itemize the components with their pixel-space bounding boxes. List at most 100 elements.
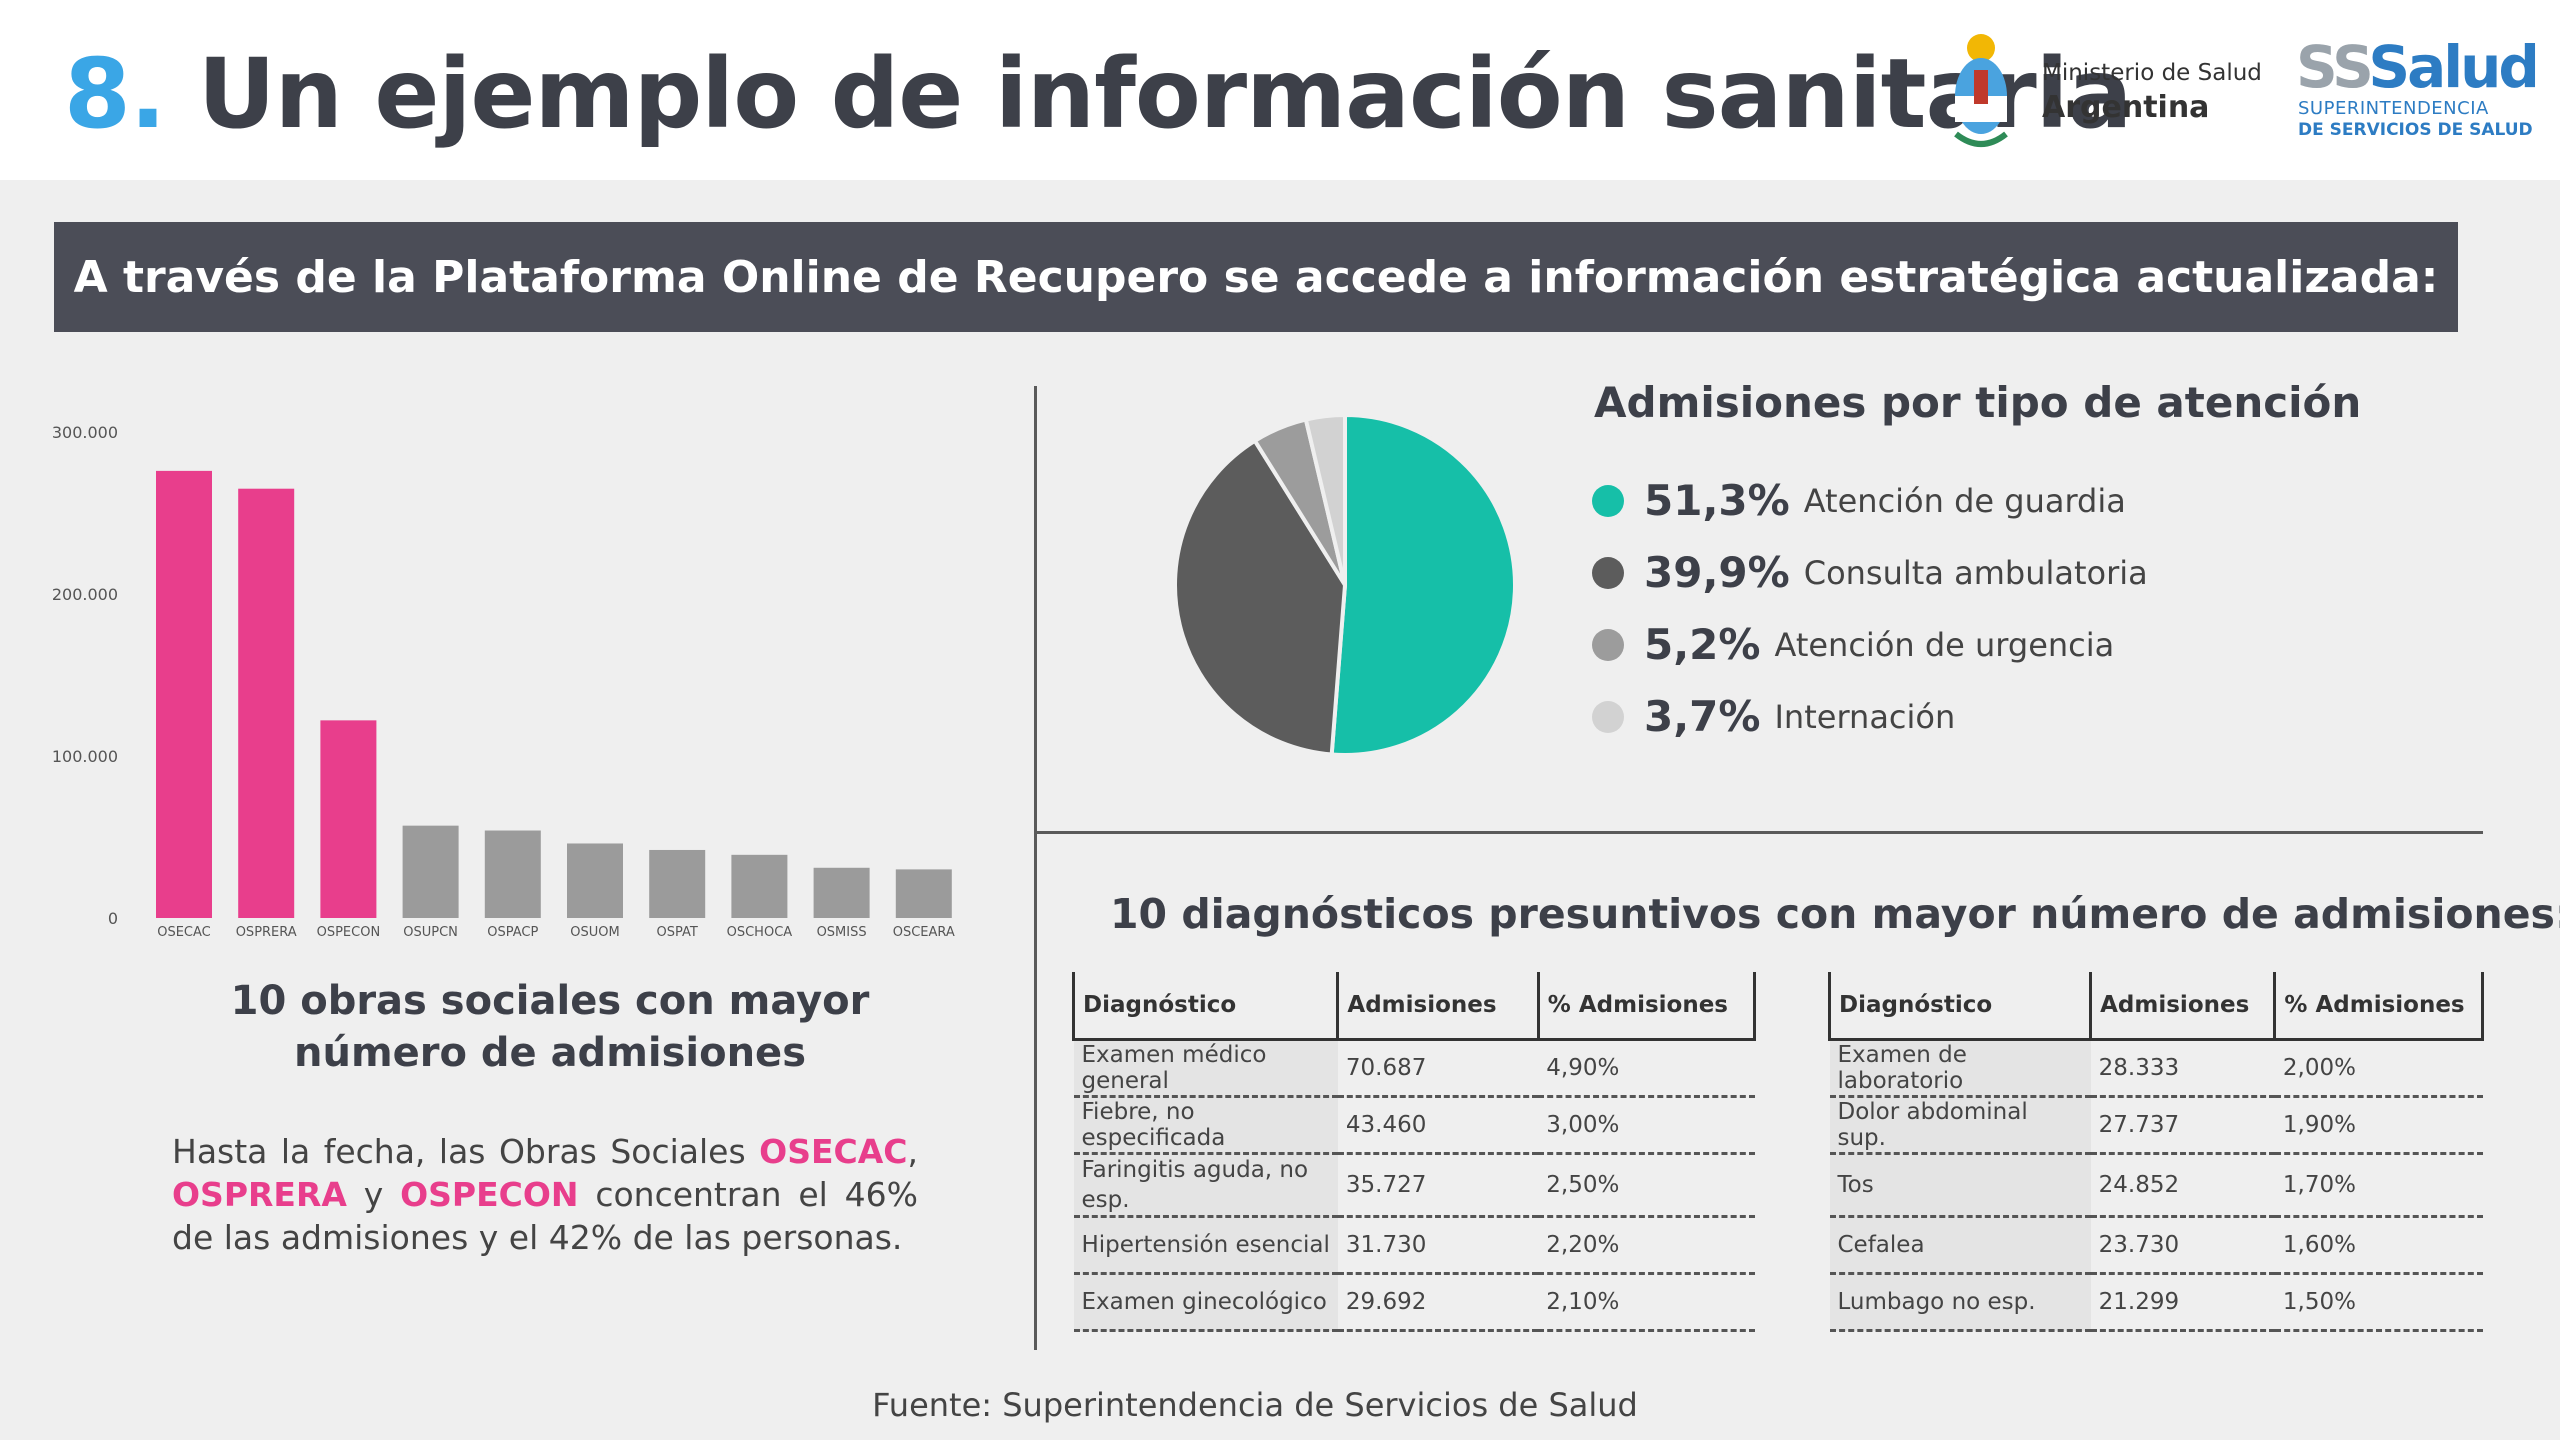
x-tick-label: OSPRERA (236, 925, 297, 940)
page-title: 8. Un ejemplo de información sanitaria (64, 38, 2132, 150)
banner: A través de la Plataforma Online de Recu… (54, 222, 2458, 332)
table-row: Tos 24.852 1,70% (1829, 1153, 2483, 1218)
desc-part: Hasta la fecha, las Obras Sociales (172, 1132, 760, 1171)
table-row: Lumbago no esp. 21.299 1,50% (1829, 1273, 2483, 1332)
bar-osupcn (402, 825, 459, 918)
y-tick-label: 200.000 (52, 585, 118, 604)
table-cell: Tos (1829, 1153, 2091, 1218)
table-header-row: Diagnóstico Admisiones% Admisiones (1071, 972, 1757, 1041)
sss-logo: SSSalud SUPERINTENDENCIA DE SERVICIOS DE… (2290, 36, 2540, 146)
horizontal-divider (1037, 831, 2483, 834)
column-header: Admisiones (2089, 972, 2275, 1041)
bar-ospacp (484, 830, 541, 918)
table-cell: 2,10% (1538, 1273, 1755, 1332)
sss-logo-line2: SUPERINTENDENCIA (2298, 98, 2489, 119)
ministry-line2: Argentina (2042, 90, 2210, 125)
table-row: Hipertensión esencial 31.730 2,20% (1073, 1216, 1755, 1275)
x-tick-label: OSPECON (317, 925, 381, 940)
bar-oschoca (731, 854, 788, 918)
bar-osmiss (813, 867, 870, 918)
legend-label: Consulta ambulatoria (1803, 553, 2148, 592)
highlight-osecac: OSECAC (759, 1132, 908, 1171)
desc-part: , (907, 1132, 919, 1171)
table-cell: Fiebre, no especificada (1073, 1096, 1338, 1155)
table-cell: 1,60% (2274, 1216, 2483, 1275)
bar-ospecon (320, 720, 377, 918)
table-cell: 1,50% (2274, 1273, 2483, 1332)
y-tick-label: 0 (108, 909, 118, 928)
x-tick-label: OSUPCN (403, 925, 458, 940)
column-header: % Admisiones (1536, 972, 1757, 1041)
legend-label: Atención de guardia (1803, 481, 2126, 520)
table-row: Dolor abdominal sup. 27.737 1,90% (1829, 1096, 2483, 1155)
legend-item: 51,3% Atención de guardia (1592, 476, 2126, 525)
vertical-divider (1034, 386, 1037, 1350)
ministry-logo: Ministerio de Salud Argentina (1944, 28, 2264, 152)
diagnostics-title: 10 diagnósticos presuntivos con mayor nú… (1110, 890, 2560, 938)
pie-slice-0 (1329, 412, 1517, 757)
bar-chart-title: 10 obras sociales con mayor número de ad… (230, 978, 870, 1076)
table-cell: 28.333 (2090, 1039, 2275, 1098)
legend-percent: 3,7% (1644, 692, 1761, 741)
table-row: Examen médico general 70.687 4,90% (1073, 1039, 1755, 1098)
legend-percent: 5,2% (1644, 620, 1761, 669)
coat-of-arms-icon (1954, 34, 2008, 147)
ministry-line1: Ministerio de Salud (2042, 60, 2262, 86)
x-tick-label: OSCHOCA (727, 925, 793, 940)
bar-chart-description: Hasta la fecha, las Obras Sociales OSECA… (172, 1130, 918, 1259)
table-cell: 2,50% (1538, 1153, 1755, 1218)
table-cell: Examen de laboratorio (1829, 1039, 2091, 1098)
table-cell: 43.460 (1337, 1096, 1539, 1155)
diagnostics-table-right: Diagnóstico Admisiones% Admisiones Examen … (1827, 972, 2484, 1332)
legend-dot-icon (1592, 628, 1624, 661)
table-row: Faringitis aguda, no esp. 35.727 2,50% (1073, 1153, 1755, 1218)
table-cell: 21.299 (2090, 1273, 2275, 1332)
x-tick-label: OSMISS (817, 925, 867, 940)
bar-ospat (649, 849, 706, 918)
legend-dot-icon (1592, 556, 1624, 589)
table-row: Fiebre, no especificada 43.460 3,00% (1073, 1096, 1755, 1155)
column-header: % Admisiones (2273, 972, 2484, 1041)
table-header-row: Diagnóstico Admisiones% Admisiones (1827, 972, 2484, 1041)
table-cell: Examen médico general (1073, 1039, 1338, 1098)
pie-chart-title: Admisiones por tipo de atención (1594, 378, 2362, 427)
table-cell: 24.852 (2090, 1153, 2275, 1218)
bar-osprera (238, 488, 295, 918)
legend-percent: 39,9% (1644, 548, 1790, 597)
highlight-ospecon: OSPECON (400, 1175, 579, 1214)
x-tick-label: OSUOM (570, 925, 619, 940)
x-tick-label: OSPAT (657, 925, 698, 940)
table-cell: 3,00% (1538, 1096, 1755, 1155)
table-row: Examen ginecológico 29.692 2,10% (1073, 1273, 1755, 1332)
legend-item: 3,7% Internación (1592, 692, 1955, 741)
bar-osuom (567, 843, 623, 918)
column-header: Diagnóstico (1827, 972, 2091, 1041)
legend-dot-icon (1592, 484, 1624, 517)
table-cell: 1,90% (2274, 1096, 2483, 1155)
pie-slice-3 (1303, 412, 1347, 586)
table-cell: 29.692 (1337, 1273, 1539, 1332)
column-header: Diagnóstico (1071, 972, 1338, 1041)
legend-percent: 51,3% (1644, 476, 1790, 525)
column-header: Admisiones (1336, 972, 1539, 1041)
table-cell: 4,90% (1538, 1039, 1755, 1098)
table-row: Cefalea 23.730 1,60% (1829, 1216, 2483, 1275)
bar-osceara (895, 869, 952, 918)
highlight-osprera: OSPRERA (172, 1175, 347, 1214)
desc-part: concentran el 46% de las admisiones y el… (172, 1175, 918, 1257)
title-number: 8. (64, 38, 166, 150)
x-tick-label: OSECAC (157, 925, 211, 940)
table-cell: 1,70% (2274, 1153, 2483, 1218)
table-cell: Examen ginecológico (1073, 1273, 1338, 1332)
source-note: Fuente: Superintendencia de Servicios de… (872, 1386, 1638, 1424)
table-cell: 2,20% (1538, 1216, 1755, 1275)
legend-item: 5,2% Atención de urgencia (1592, 620, 2114, 669)
sss-logo-word: Salud (2368, 33, 2540, 101)
pie-chart (1173, 412, 1517, 757)
table-cell: Lumbago no esp. (1829, 1273, 2091, 1332)
legend-label: Internación (1774, 697, 1956, 736)
table-cell: Cefalea (1829, 1216, 2091, 1275)
sss-logo-wordmark: SSSalud (2296, 33, 2540, 101)
y-tick-label: 300.000 (52, 423, 118, 442)
sss-logo-ss: SS (2296, 33, 2371, 101)
